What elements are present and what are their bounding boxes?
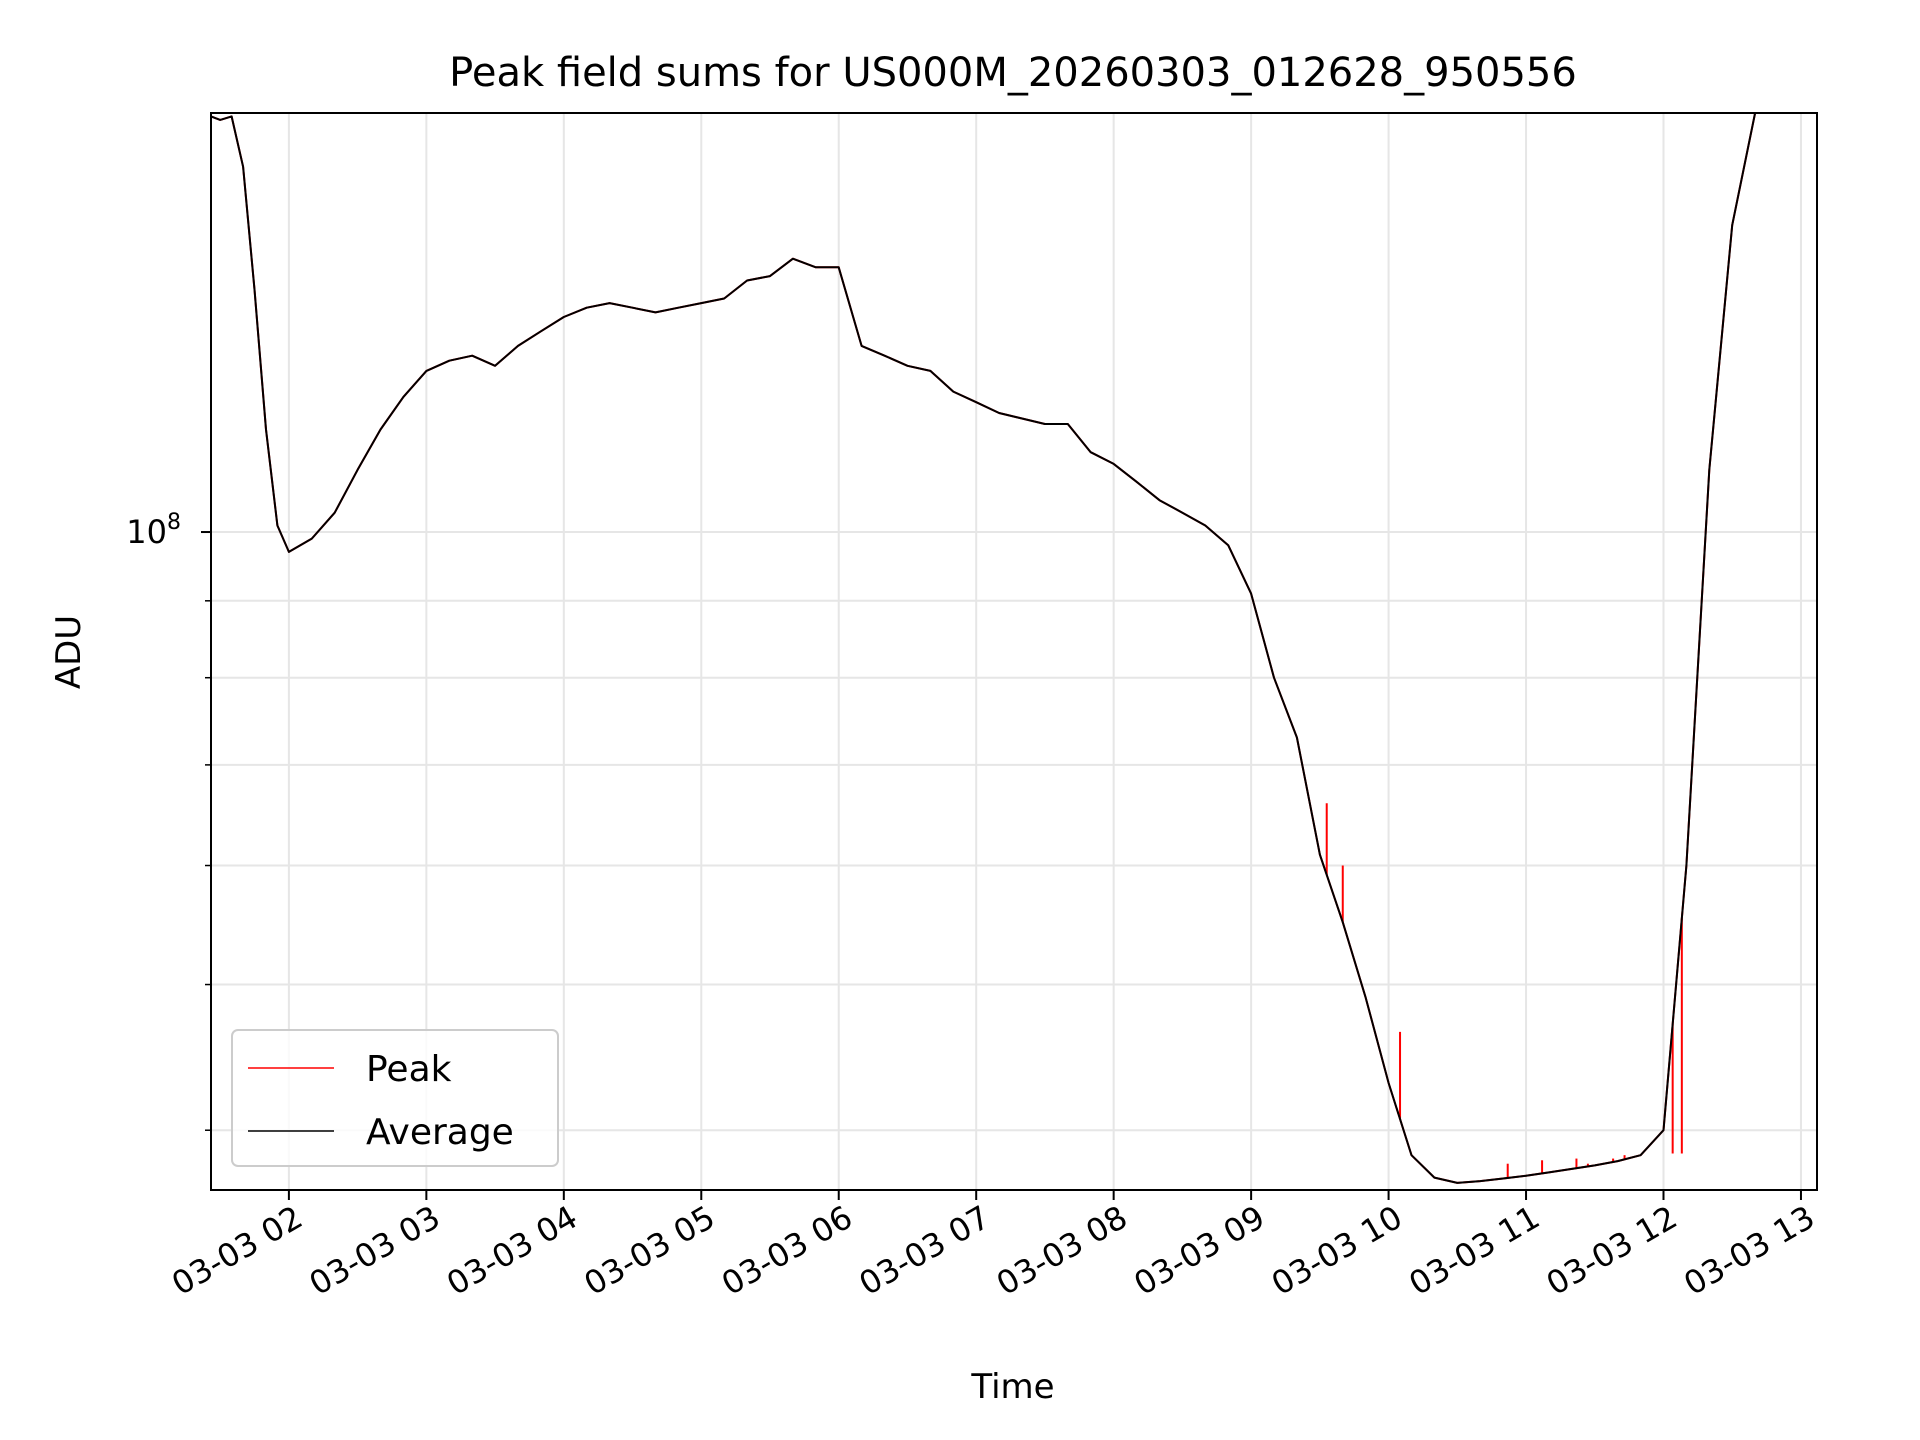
- legend-box: [231, 1029, 559, 1167]
- plot-frame: [210, 112, 1818, 1191]
- plot-series: [211, 113, 1801, 1184]
- y-tick-label: 108: [126, 510, 181, 551]
- grid: [211, 113, 1817, 1190]
- x-axis-label: Time: [970, 1367, 1054, 1407]
- legend-label-peak: Peak: [366, 1049, 452, 1090]
- y-axis-label: ADU: [49, 615, 89, 689]
- chart-title: Peak field sums for US000M_20260303_0126…: [449, 50, 1577, 96]
- y-tick-label-exponent: 8: [167, 510, 181, 535]
- y-tick-label-base: 10: [126, 513, 167, 551]
- legend-label-average: Average: [366, 1112, 514, 1153]
- series-line-average: [211, 113, 1801, 1184]
- legend: Peak Average: [231, 1029, 559, 1167]
